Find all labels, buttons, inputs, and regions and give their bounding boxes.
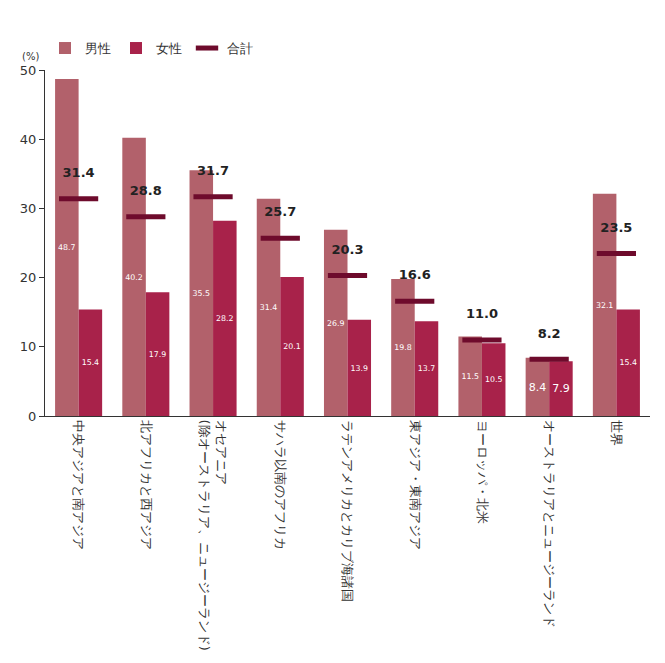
svg-text:26.9: 26.9 bbox=[327, 319, 345, 328]
svg-text:50: 50 bbox=[20, 63, 37, 78]
svg-text:10: 10 bbox=[20, 339, 37, 354]
svg-text:男性: 男性 bbox=[85, 41, 111, 56]
svg-text:28.2: 28.2 bbox=[216, 314, 234, 323]
svg-text:(%): (%) bbox=[22, 51, 39, 62]
svg-text:32.1: 32.1 bbox=[596, 301, 614, 310]
svg-text:20: 20 bbox=[20, 270, 37, 285]
svg-text:16.6: 16.6 bbox=[399, 267, 431, 282]
svg-text:サハラ以南のアフリカ: サハラ以南のアフリカ bbox=[273, 420, 288, 550]
svg-text:13.7: 13.7 bbox=[418, 364, 436, 373]
svg-text:0: 0 bbox=[28, 409, 36, 424]
svg-text:40.2: 40.2 bbox=[125, 273, 143, 282]
svg-text:30: 30 bbox=[20, 201, 37, 216]
svg-text:40: 40 bbox=[20, 132, 37, 147]
svg-text:13.9: 13.9 bbox=[351, 364, 369, 373]
svg-text:19.8: 19.8 bbox=[394, 343, 412, 352]
svg-text:8.2: 8.2 bbox=[538, 326, 561, 341]
svg-text:中央アジアと南アジア: 中央アジアと南アジア bbox=[71, 420, 86, 550]
svg-text:25.7: 25.7 bbox=[264, 204, 296, 219]
svg-text:15.4: 15.4 bbox=[619, 358, 637, 367]
svg-text:ラテンアメリカとカリブ海諸国: ラテンアメリカとカリブ海諸国 bbox=[340, 420, 355, 602]
svg-text:15.4: 15.4 bbox=[82, 358, 100, 367]
svg-text:8.4: 8.4 bbox=[529, 381, 547, 394]
svg-text:11.0: 11.0 bbox=[466, 306, 498, 321]
svg-text:11.5: 11.5 bbox=[461, 372, 479, 381]
svg-text:20.1: 20.1 bbox=[283, 342, 301, 351]
svg-text:女性: 女性 bbox=[156, 41, 182, 56]
svg-text:世界: 世界 bbox=[609, 420, 624, 446]
svg-text:17.9: 17.9 bbox=[149, 350, 167, 359]
svg-text:28.8: 28.8 bbox=[130, 183, 162, 198]
svg-text:オセアニア(除オーストラリア、ニュージーランド): オセアニア(除オーストラリア、ニュージーランド) bbox=[197, 420, 229, 651]
svg-text:東アジア・東南アジア: 東アジア・東南アジア bbox=[407, 420, 422, 550]
svg-text:23.5: 23.5 bbox=[600, 220, 632, 235]
svg-text:31.4: 31.4 bbox=[63, 165, 95, 180]
svg-text:31.7: 31.7 bbox=[197, 163, 229, 178]
svg-text:合計: 合計 bbox=[227, 41, 253, 56]
svg-text:31.4: 31.4 bbox=[260, 303, 278, 312]
svg-text:ヨーロッパ・北米: ヨーロッパ・北米 bbox=[475, 420, 490, 524]
svg-text:35.5: 35.5 bbox=[193, 289, 211, 298]
svg-text:北アフリカと西アジア: 北アフリカと西アジア bbox=[139, 420, 154, 550]
svg-text:20.3: 20.3 bbox=[331, 242, 363, 257]
svg-text:7.9: 7.9 bbox=[552, 382, 570, 395]
svg-text:10.5: 10.5 bbox=[485, 375, 503, 384]
svg-text:オーストラリアとニュージーランド: オーストラリアとニュージーランド bbox=[542, 420, 557, 628]
svg-text:48.7: 48.7 bbox=[58, 243, 76, 252]
